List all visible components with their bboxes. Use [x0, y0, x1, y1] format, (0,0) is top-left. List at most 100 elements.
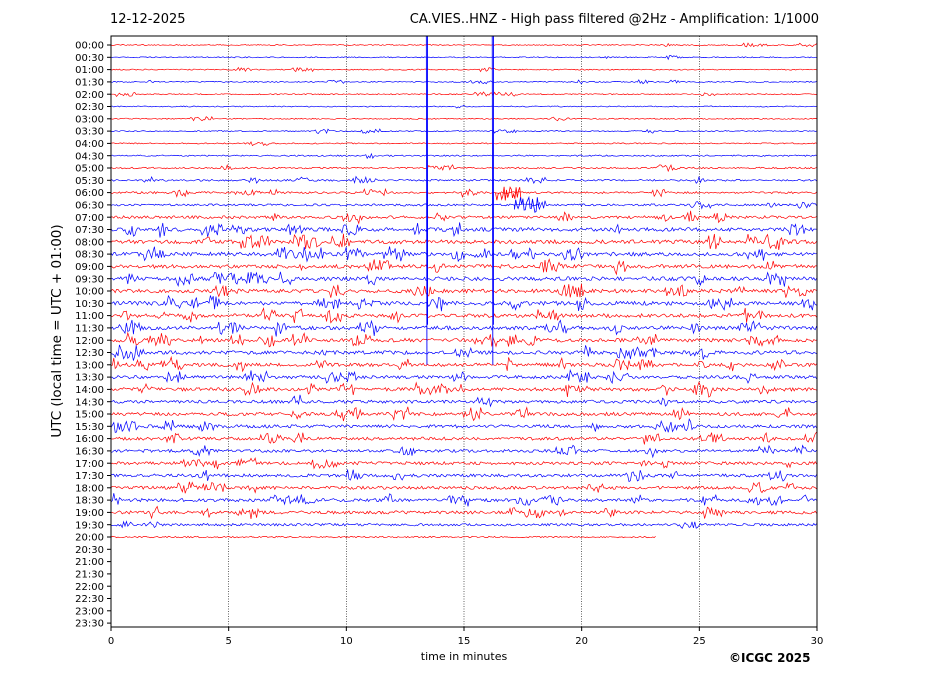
- row-label-2100: 21:00: [75, 557, 104, 568]
- row-label-0630: 06:30: [75, 201, 104, 212]
- trace-row-1100: [110, 307, 817, 324]
- trace-row-0230: [110, 104, 817, 109]
- x-tick-label: 30: [811, 636, 824, 647]
- x-tick-label: 15: [458, 636, 471, 647]
- row-label-1200: 12:00: [75, 336, 104, 347]
- chart-date: 12-12-2025: [110, 12, 186, 27]
- row-label-0400: 04:00: [75, 139, 104, 150]
- trace-row-1200: [110, 331, 817, 348]
- x-tick-label: 25: [693, 636, 706, 647]
- event-burst-2: [495, 186, 522, 201]
- row-label-0930: 09:30: [75, 274, 104, 285]
- trace-row-1500: [110, 406, 817, 422]
- x-tick-label: 5: [225, 636, 231, 647]
- trace-row-1030: [110, 294, 817, 312]
- trace-row-1000: [110, 283, 817, 298]
- trace-row-1300: [110, 355, 817, 373]
- trace-row-1700: [110, 457, 817, 470]
- row-label-0000: 00:00: [75, 41, 104, 52]
- row-label-1500: 15:00: [75, 410, 104, 421]
- row-label-1800: 18:00: [75, 483, 104, 494]
- trace-row-0930: [110, 271, 817, 287]
- row-label-0330: 03:30: [75, 127, 104, 138]
- trace-row-0800: [110, 233, 817, 251]
- trace-row-2000: [110, 535, 656, 539]
- trace-row-0830: [110, 246, 817, 263]
- row-label-0730: 07:30: [75, 225, 104, 236]
- trace-row-0700: [110, 210, 817, 225]
- row-label-1030: 10:30: [75, 299, 104, 310]
- seismogram-traces: [110, 42, 817, 539]
- x-axis-ticks: 0 5 10 15 20 25 30: [108, 627, 824, 647]
- trace-row-1530: [110, 418, 817, 433]
- trace-row-1800: [110, 481, 817, 494]
- row-label-0800: 08:00: [75, 237, 104, 248]
- trace-row-0530: [110, 175, 817, 185]
- row-label-2230: 22:30: [75, 594, 104, 605]
- trace-row-0100: [110, 66, 817, 73]
- row-label-2130: 21:30: [75, 570, 104, 581]
- row-label-2200: 22:00: [75, 582, 104, 593]
- y-axis-label: UTC (local time = UTC + 01:00): [49, 224, 65, 437]
- trace-row-0630: [110, 200, 817, 211]
- row-label-0230: 02:30: [75, 102, 104, 113]
- trace-row-0600: [110, 187, 817, 198]
- row-label-1900: 19:00: [75, 508, 104, 519]
- row-label-1330: 13:30: [75, 373, 104, 384]
- row-label-1700: 17:00: [75, 459, 104, 470]
- trace-row-1730: [110, 469, 817, 483]
- trace-row-1330: [110, 368, 817, 385]
- trace-row-1930: [110, 520, 817, 530]
- trace-row-0130: [110, 79, 817, 85]
- row-label-0030: 00:30: [75, 53, 104, 64]
- row-label-2000: 20:00: [75, 533, 104, 544]
- trace-row-0430: [110, 152, 817, 160]
- trace-row-0200: [111, 91, 817, 97]
- trace-row-1400: [110, 381, 817, 398]
- row-label-1300: 13:00: [75, 360, 104, 371]
- row-label-0200: 02:00: [75, 90, 104, 101]
- chart-title: CA.VIES..HNZ - High pass filtered @2Hz -…: [409, 12, 819, 27]
- event-spike-0: [425, 35, 428, 365]
- row-label-1430: 14:30: [75, 397, 104, 408]
- event-spike-1: [491, 35, 494, 365]
- row-label-1930: 19:30: [75, 520, 104, 531]
- row-label-1230: 12:30: [75, 348, 104, 359]
- event-burst-3: [514, 195, 541, 213]
- trace-row-1600: [110, 431, 817, 445]
- row-label-0100: 01:00: [75, 65, 104, 76]
- x-tick-label: 0: [108, 636, 114, 647]
- row-label-1600: 16:00: [75, 434, 104, 445]
- row-label-1630: 16:30: [75, 447, 104, 458]
- trace-row-0330: [110, 128, 817, 134]
- row-label-2330: 23:30: [75, 619, 104, 630]
- row-label-0600: 06:00: [75, 188, 104, 199]
- event-spikes: [425, 35, 541, 365]
- trace-row-1430: [110, 394, 817, 408]
- row-label-0300: 03:00: [75, 114, 104, 125]
- row-label-1000: 10:00: [75, 287, 104, 298]
- trace-row-0000: [110, 42, 817, 48]
- trace-row-1630: [110, 444, 817, 459]
- trace-row-0300: [110, 116, 817, 122]
- x-axis-label: time in minutes: [421, 650, 508, 663]
- row-label-1830: 18:30: [75, 496, 104, 507]
- row-label-2300: 23:00: [75, 606, 104, 617]
- x-tick-label: 10: [340, 636, 353, 647]
- trace-row-0030: [110, 55, 817, 61]
- trace-row-0500: [110, 163, 817, 173]
- row-label-1530: 15:30: [75, 422, 104, 433]
- row-label-1100: 11:00: [75, 311, 104, 322]
- trace-row-1900: [110, 505, 817, 520]
- copyright-notice: ©ICGC 2025: [729, 651, 811, 665]
- grid-lines: [228, 36, 700, 627]
- row-label-0430: 04:30: [75, 151, 104, 162]
- row-label-1400: 14:00: [75, 385, 104, 396]
- trace-row-0730: [110, 222, 817, 238]
- trace-row-1130: [110, 319, 817, 337]
- row-label-0500: 05:00: [75, 164, 104, 175]
- row-label-0900: 09:00: [75, 262, 104, 273]
